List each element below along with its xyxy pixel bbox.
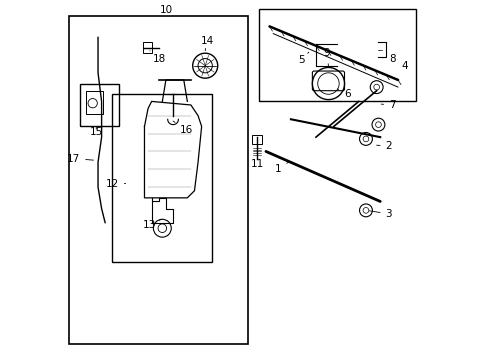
Text: 7: 7 — [381, 100, 395, 110]
Text: 5: 5 — [298, 52, 308, 65]
Text: 13: 13 — [143, 219, 161, 230]
Bar — [251, 135, 262, 144]
Bar — [85, 91, 103, 114]
Text: 9: 9 — [323, 48, 329, 66]
Text: 17: 17 — [67, 154, 93, 163]
Text: 10: 10 — [159, 5, 172, 15]
Text: 2: 2 — [376, 141, 391, 151]
Text: 4: 4 — [401, 61, 407, 71]
Bar — [142, 42, 151, 53]
Text: 15: 15 — [89, 127, 102, 137]
Text: 18: 18 — [149, 51, 166, 64]
Text: 12: 12 — [105, 179, 125, 189]
Text: 6: 6 — [337, 89, 350, 99]
Text: 14: 14 — [200, 36, 213, 51]
Text: 11: 11 — [250, 153, 263, 169]
Text: 16: 16 — [173, 121, 193, 135]
Text: 1: 1 — [275, 162, 288, 174]
Text: 8: 8 — [380, 54, 395, 64]
Text: 3: 3 — [368, 209, 391, 219]
